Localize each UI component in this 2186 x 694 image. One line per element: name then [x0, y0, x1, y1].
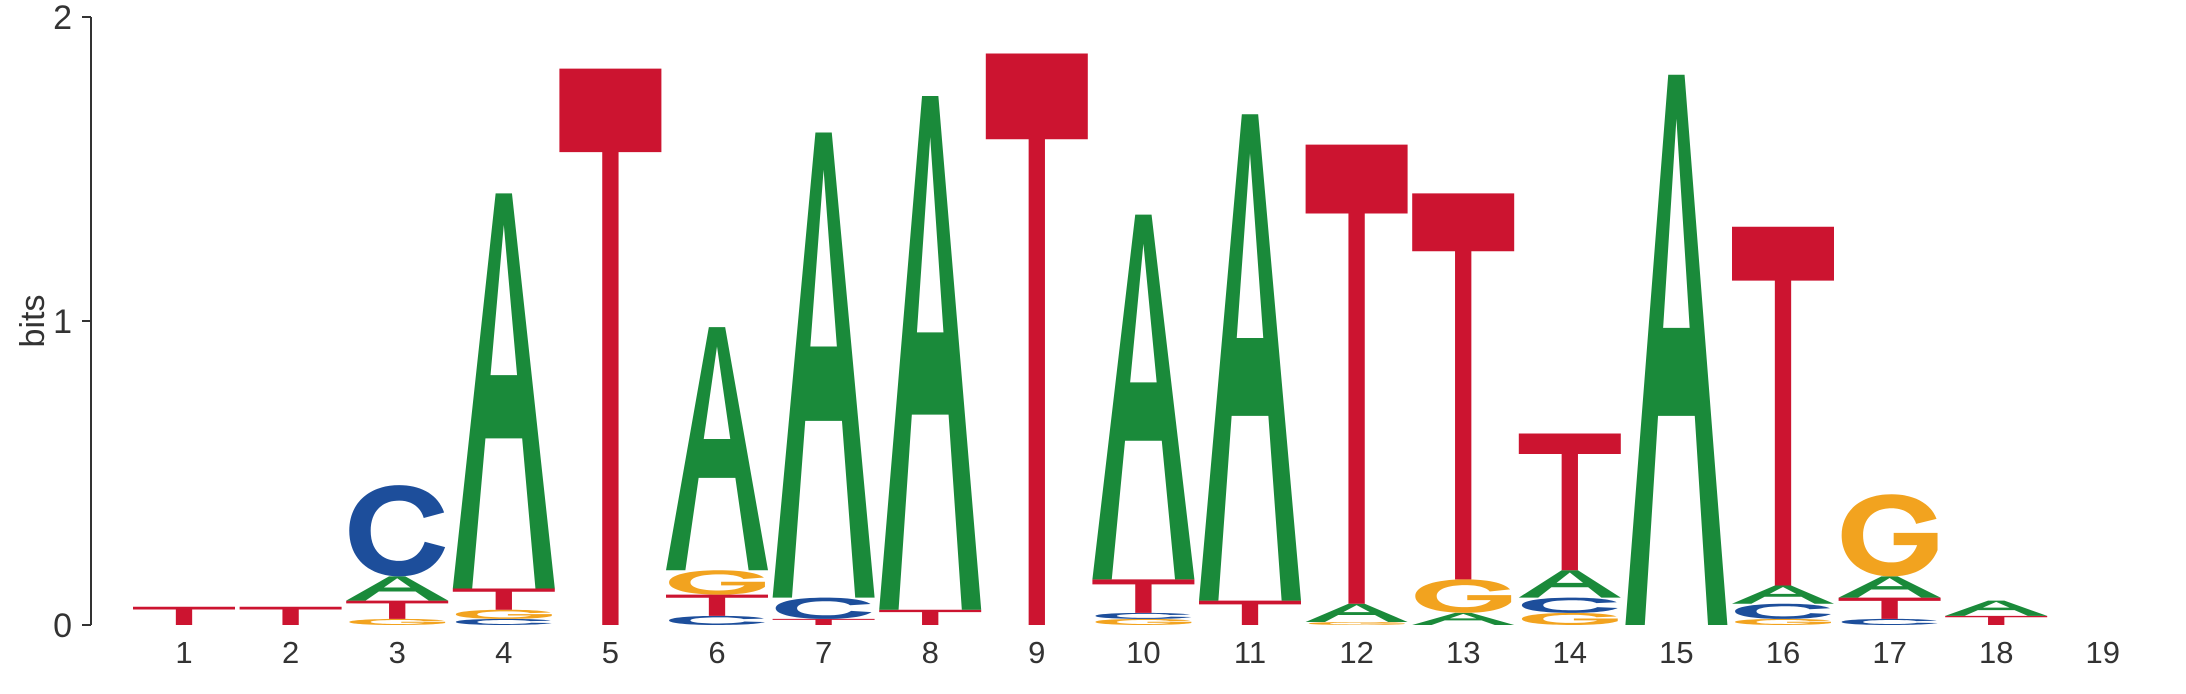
logo-column-3 [346, 485, 449, 625]
letter-T-pos-14 [1518, 433, 1621, 571]
letter-C-pos-10 [1095, 612, 1192, 619]
x-tick-label: 9 [1028, 635, 1045, 670]
x-tick-label: 15 [1659, 635, 1693, 670]
logo-column-7 [772, 132, 875, 625]
x-tick-label: 18 [1979, 635, 2013, 670]
x-tick-label: 6 [708, 635, 725, 670]
letter-T-pos-8 [879, 609, 982, 625]
letter-A-pos-4 [452, 193, 555, 589]
letter-G-pos-16 [1735, 618, 1831, 625]
logo-column-1 [133, 606, 235, 625]
letter-A-pos-8 [879, 96, 982, 610]
logo-column-10 [1092, 214, 1195, 625]
x-tick-label: 8 [922, 635, 939, 670]
letter-C-pos-16 [1735, 603, 1831, 619]
letter-T-pos-9 [985, 53, 1088, 626]
letter-T-pos-3 [346, 600, 449, 619]
x-tick-label: 12 [1339, 635, 1373, 670]
x-tick-label: 10 [1126, 635, 1160, 670]
letter-G-pos-3 [349, 618, 446, 625]
letter-G-pos-13 [1415, 579, 1512, 613]
letter-C-pos-14 [1521, 597, 1618, 613]
y-tick-label: 1 [53, 303, 72, 341]
letter-T-pos-4 [452, 588, 555, 610]
logo-column-14 [1518, 433, 1621, 625]
logo-column-4 [452, 193, 555, 625]
letter-A-pos-17 [1838, 576, 1941, 598]
letter-A-pos-7 [772, 132, 875, 598]
logo-column-11 [1199, 114, 1301, 625]
y-axis-label: bits [14, 295, 52, 348]
letter-G-pos-17 [1841, 494, 1938, 577]
x-tick-label: 5 [602, 635, 619, 670]
letter-G-pos-10 [1095, 618, 1192, 625]
letter-A-pos-6 [666, 327, 768, 571]
x-tick-label: 13 [1446, 635, 1480, 670]
letter-A-pos-14 [1518, 570, 1621, 598]
y-tick-label: 0 [53, 607, 72, 645]
x-tick-label: 16 [1766, 635, 1800, 670]
logo-column-13 [1412, 193, 1515, 625]
letter-A-pos-18 [1945, 600, 2048, 616]
logo-column-18 [1945, 600, 2048, 625]
logo-column-8 [879, 96, 982, 625]
letter-T-pos-12 [1305, 144, 1408, 604]
letter-A-pos-15 [1625, 74, 1728, 625]
letter-T-pos-11 [1199, 600, 1301, 625]
letter-C-pos-7 [775, 597, 872, 619]
letter-A-pos-10 [1092, 214, 1195, 580]
letter-T-pos-1 [133, 606, 235, 625]
letter-C-pos-3 [349, 485, 446, 577]
letter-stacks [133, 53, 2048, 626]
letter-T-pos-6 [666, 594, 768, 616]
logo-column-15 [1625, 74, 1728, 625]
letter-G-pos-14 [1521, 612, 1618, 625]
x-tick-label: 17 [1872, 635, 1906, 670]
letter-T-pos-18 [1945, 615, 2048, 625]
letter-A-pos-13 [1412, 612, 1515, 625]
letter-C-pos-17 [1841, 618, 1938, 625]
logo-column-6 [666, 327, 768, 625]
letter-A-pos-12 [1305, 603, 1408, 622]
x-tick-label: 4 [495, 635, 512, 670]
letter-T-pos-10 [1092, 579, 1195, 613]
letter-G-pos-4 [455, 609, 552, 619]
x-tick-label: 1 [175, 635, 192, 670]
x-tick-label: 19 [2086, 635, 2120, 670]
letter-C-pos-6 [669, 615, 765, 625]
letter-A-pos-16 [1732, 585, 1834, 604]
letter-T-pos-7 [772, 618, 875, 625]
x-tick-label: 11 [1234, 635, 1266, 670]
y-tick-label: 2 [53, 0, 72, 37]
logo-column-5 [559, 68, 662, 626]
letter-C-pos-4 [455, 618, 552, 625]
y-axis-ticks: 0 1 2 [53, 0, 91, 645]
logo-column-2 [239, 606, 342, 625]
logo-column-17 [1838, 494, 1941, 625]
letter-T-pos-2 [239, 606, 342, 625]
letter-T-pos-17 [1838, 597, 1941, 619]
letter-T-pos-5 [559, 68, 662, 626]
logo-column-16 [1732, 226, 1834, 625]
x-tick-label: 7 [815, 635, 832, 670]
letter-T-pos-16 [1732, 226, 1834, 586]
logo-column-12 [1305, 144, 1408, 625]
x-tick-label: 2 [282, 635, 299, 670]
letter-G-pos-6 [669, 570, 765, 595]
letter-A-pos-3 [346, 576, 449, 601]
x-axis-ticks: 1 2 3 4 5 6 7 8 9 10 11 12 13 14 15 16 17 18 19 [175, 635, 2120, 670]
letter-T-pos-13 [1412, 193, 1515, 580]
x-tick-label: 14 [1553, 635, 1587, 670]
letter-A-pos-11 [1199, 114, 1301, 601]
logo-column-9 [985, 53, 1088, 626]
letter-G-pos-12 [1308, 621, 1405, 625]
x-tick-label: 3 [389, 635, 406, 670]
